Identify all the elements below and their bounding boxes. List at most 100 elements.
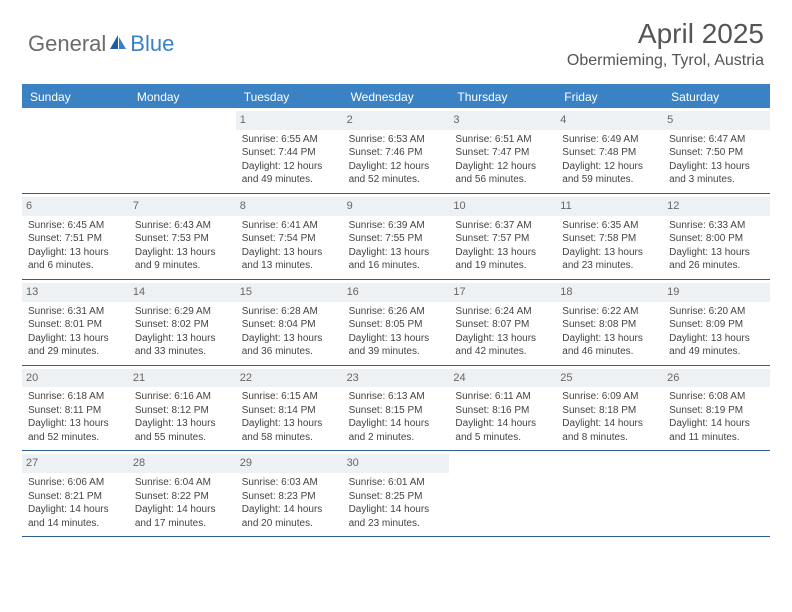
sunrise-line: Sunrise: 6:20 AM: [669, 305, 764, 319]
calendar-day: 23Sunrise: 6:13 AMSunset: 8:15 PMDayligh…: [343, 366, 450, 451]
day-number: 25: [556, 369, 663, 388]
sunrise-line: Sunrise: 6:08 AM: [669, 390, 764, 404]
sunrise-line: Sunrise: 6:53 AM: [349, 133, 444, 147]
calendar-day: 1Sunrise: 6:55 AMSunset: 7:44 PMDaylight…: [236, 108, 343, 193]
calendar-day: 29Sunrise: 6:03 AMSunset: 8:23 PMDayligh…: [236, 451, 343, 536]
sunset-line: Sunset: 7:53 PM: [135, 232, 230, 246]
calendar-day: 13Sunrise: 6:31 AMSunset: 8:01 PMDayligh…: [22, 280, 129, 365]
daylight-line: Daylight: 13 hours and 55 minutes.: [135, 417, 230, 444]
calendar-day: 16Sunrise: 6:26 AMSunset: 8:05 PMDayligh…: [343, 280, 450, 365]
daylight-line: Daylight: 14 hours and 17 minutes.: [135, 503, 230, 530]
sunrise-line: Sunrise: 6:35 AM: [562, 219, 657, 233]
sunset-line: Sunset: 7:44 PM: [242, 146, 337, 160]
sunrise-line: Sunrise: 6:18 AM: [28, 390, 123, 404]
calendar-day-empty: [22, 108, 129, 193]
daylight-line: Daylight: 14 hours and 14 minutes.: [28, 503, 123, 530]
sunrise-line: Sunrise: 6:06 AM: [28, 476, 123, 490]
calendar-day: 30Sunrise: 6:01 AMSunset: 8:25 PMDayligh…: [343, 451, 450, 536]
day-number: 8: [236, 197, 343, 216]
calendar-day-empty: [556, 451, 663, 536]
sunset-line: Sunset: 7:57 PM: [455, 232, 550, 246]
calendar-day-empty: [449, 451, 556, 536]
daylight-line: Daylight: 14 hours and 5 minutes.: [455, 417, 550, 444]
day-number: 29: [236, 454, 343, 473]
day-number: 24: [449, 369, 556, 388]
sunset-line: Sunset: 7:51 PM: [28, 232, 123, 246]
sunrise-line: Sunrise: 6:16 AM: [135, 390, 230, 404]
calendar-day: 19Sunrise: 6:20 AMSunset: 8:09 PMDayligh…: [663, 280, 770, 365]
day-number: 3: [449, 111, 556, 130]
sunrise-line: Sunrise: 6:47 AM: [669, 133, 764, 147]
sunset-line: Sunset: 8:00 PM: [669, 232, 764, 246]
day-number: 12: [663, 197, 770, 216]
day-number: 17: [449, 283, 556, 302]
day-number: 21: [129, 369, 236, 388]
sunset-line: Sunset: 8:15 PM: [349, 404, 444, 418]
daylight-line: Daylight: 14 hours and 20 minutes.: [242, 503, 337, 530]
sunrise-line: Sunrise: 6:45 AM: [28, 219, 123, 233]
logo-text-2: Blue: [130, 31, 174, 57]
sunrise-line: Sunrise: 6:15 AM: [242, 390, 337, 404]
sunrise-line: Sunrise: 6:41 AM: [242, 219, 337, 233]
sunrise-line: Sunrise: 6:31 AM: [28, 305, 123, 319]
calendar-day: 15Sunrise: 6:28 AMSunset: 8:04 PMDayligh…: [236, 280, 343, 365]
day-number: 13: [22, 283, 129, 302]
daylight-line: Daylight: 13 hours and 3 minutes.: [669, 160, 764, 187]
calendar-day: 2Sunrise: 6:53 AMSunset: 7:46 PMDaylight…: [343, 108, 450, 193]
calendar-week: 20Sunrise: 6:18 AMSunset: 8:11 PMDayligh…: [22, 366, 770, 452]
calendar-day: 17Sunrise: 6:24 AMSunset: 8:07 PMDayligh…: [449, 280, 556, 365]
daylight-line: Daylight: 13 hours and 9 minutes.: [135, 246, 230, 273]
sunrise-line: Sunrise: 6:33 AM: [669, 219, 764, 233]
day-header-cell: Sunday: [22, 86, 129, 108]
sunset-line: Sunset: 7:48 PM: [562, 146, 657, 160]
day-number: 14: [129, 283, 236, 302]
day-number: 5: [663, 111, 770, 130]
sunrise-line: Sunrise: 6:03 AM: [242, 476, 337, 490]
calendar-day: 5Sunrise: 6:47 AMSunset: 7:50 PMDaylight…: [663, 108, 770, 193]
calendar-day: 4Sunrise: 6:49 AMSunset: 7:48 PMDaylight…: [556, 108, 663, 193]
daylight-line: Daylight: 13 hours and 29 minutes.: [28, 332, 123, 359]
calendar-day: 9Sunrise: 6:39 AMSunset: 7:55 PMDaylight…: [343, 194, 450, 279]
page-title: April 2025: [567, 18, 764, 50]
sunrise-line: Sunrise: 6:43 AM: [135, 219, 230, 233]
sunset-line: Sunset: 8:21 PM: [28, 490, 123, 504]
header: General Blue April 2025 Obermieming, Tyr…: [0, 0, 792, 78]
calendar-day: 8Sunrise: 6:41 AMSunset: 7:54 PMDaylight…: [236, 194, 343, 279]
daylight-line: Daylight: 13 hours and 36 minutes.: [242, 332, 337, 359]
calendar-day: 10Sunrise: 6:37 AMSunset: 7:57 PMDayligh…: [449, 194, 556, 279]
daylight-line: Daylight: 12 hours and 49 minutes.: [242, 160, 337, 187]
calendar-day: 3Sunrise: 6:51 AMSunset: 7:47 PMDaylight…: [449, 108, 556, 193]
daylight-line: Daylight: 13 hours and 16 minutes.: [349, 246, 444, 273]
calendar-day-empty: [663, 451, 770, 536]
calendar-day: 12Sunrise: 6:33 AMSunset: 8:00 PMDayligh…: [663, 194, 770, 279]
calendar-week: 27Sunrise: 6:06 AMSunset: 8:21 PMDayligh…: [22, 451, 770, 537]
calendar-day-empty: [129, 108, 236, 193]
daylight-line: Daylight: 13 hours and 42 minutes.: [455, 332, 550, 359]
day-number: 15: [236, 283, 343, 302]
calendar-day: 11Sunrise: 6:35 AMSunset: 7:58 PMDayligh…: [556, 194, 663, 279]
daylight-line: Daylight: 12 hours and 59 minutes.: [562, 160, 657, 187]
daylight-line: Daylight: 14 hours and 23 minutes.: [349, 503, 444, 530]
daylight-line: Daylight: 13 hours and 46 minutes.: [562, 332, 657, 359]
day-number: 2: [343, 111, 450, 130]
day-header-cell: Monday: [129, 86, 236, 108]
sunrise-line: Sunrise: 6:37 AM: [455, 219, 550, 233]
day-number: 28: [129, 454, 236, 473]
sunset-line: Sunset: 8:22 PM: [135, 490, 230, 504]
day-number: 11: [556, 197, 663, 216]
day-header-cell: Wednesday: [343, 86, 450, 108]
sunset-line: Sunset: 8:02 PM: [135, 318, 230, 332]
day-number: 20: [22, 369, 129, 388]
day-header-cell: Tuesday: [236, 86, 343, 108]
sunrise-line: Sunrise: 6:49 AM: [562, 133, 657, 147]
sunset-line: Sunset: 8:05 PM: [349, 318, 444, 332]
sunset-line: Sunset: 7:55 PM: [349, 232, 444, 246]
sunset-line: Sunset: 8:09 PM: [669, 318, 764, 332]
sunset-line: Sunset: 8:07 PM: [455, 318, 550, 332]
calendar-week: 1Sunrise: 6:55 AMSunset: 7:44 PMDaylight…: [22, 108, 770, 194]
day-header-cell: Saturday: [663, 86, 770, 108]
day-header-cell: Friday: [556, 86, 663, 108]
daylight-line: Daylight: 13 hours and 52 minutes.: [28, 417, 123, 444]
sunset-line: Sunset: 8:16 PM: [455, 404, 550, 418]
logo: General Blue: [28, 31, 174, 57]
